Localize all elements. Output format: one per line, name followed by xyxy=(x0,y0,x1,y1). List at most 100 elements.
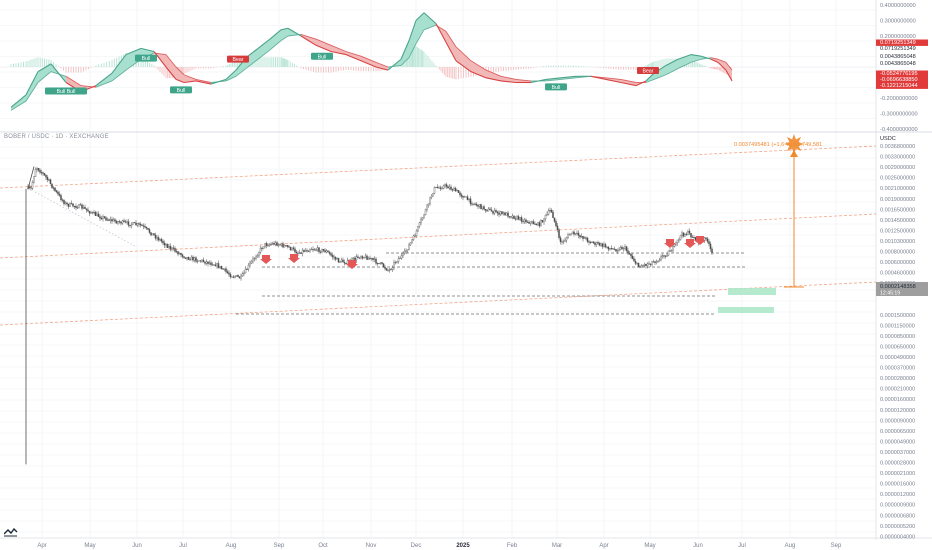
candle-body xyxy=(382,263,385,268)
candle-body xyxy=(457,190,460,193)
candle-body xyxy=(193,257,196,261)
candle-body xyxy=(427,203,430,206)
candle-body xyxy=(340,259,343,262)
candle-body xyxy=(511,215,514,218)
price-axis-tick: 0.0000049000 xyxy=(880,439,915,445)
candle-body xyxy=(586,237,589,242)
candle-body xyxy=(675,242,677,245)
price-pane: 0.0037495481 (+1,6 %) 61,749,581 xyxy=(0,134,877,465)
candle-body xyxy=(264,243,266,247)
candle-body xyxy=(270,243,272,245)
candle-body xyxy=(465,196,467,198)
price-axis-tick: 0.0000850000 xyxy=(880,334,915,340)
osc-fast-line xyxy=(37,63,52,73)
osc-fast-line xyxy=(665,58,679,66)
candle-body xyxy=(130,224,133,226)
candle-wick xyxy=(27,166,35,189)
osc-value-tag: 0.0719251349 xyxy=(876,39,928,46)
candle-body xyxy=(459,192,461,196)
candle-body xyxy=(121,220,124,224)
bar-countdown: 12:45:19 xyxy=(880,291,900,297)
candle-body xyxy=(189,259,191,261)
candle-body xyxy=(118,221,121,223)
osc-signal-badge xyxy=(135,54,157,62)
osc-fast-line xyxy=(408,20,417,41)
candle-body xyxy=(679,235,682,240)
candle-body xyxy=(489,208,491,210)
candle-body xyxy=(279,244,281,246)
candle-body xyxy=(210,262,212,265)
down-arrow-icon xyxy=(664,239,676,248)
time-axis-tick: Jul xyxy=(179,543,187,549)
osc-fast-line xyxy=(140,47,155,53)
candle-body xyxy=(541,220,544,223)
candle-body xyxy=(598,243,601,246)
candle-body xyxy=(343,261,346,264)
candle-body xyxy=(298,252,301,254)
time-axis-tick: Dec xyxy=(411,543,422,549)
candle-body xyxy=(379,262,382,264)
candle-body xyxy=(525,219,527,223)
candle-body xyxy=(304,250,307,252)
osc-value-tag-bg xyxy=(876,82,928,89)
candle-body xyxy=(460,194,463,197)
candle-body xyxy=(97,213,100,217)
osc-signal-badge xyxy=(637,67,659,75)
osc-slow-line xyxy=(345,51,362,57)
candle-body xyxy=(484,208,487,211)
candle-body xyxy=(706,238,709,242)
osc-axis-tick: -0.4000000000 xyxy=(880,127,918,133)
candle-body xyxy=(123,220,125,222)
candle-body xyxy=(184,257,187,259)
price-axis-tick: 0.0001500000 xyxy=(880,313,915,319)
candle-body xyxy=(682,232,685,237)
time-axis: Apr May Jun Jul Aug Sep Oct Nov Dec 2025 Feb Mar Apr… xyxy=(37,543,842,549)
osc-fast-line xyxy=(387,58,402,71)
osc-fast-line xyxy=(485,77,502,82)
candle-body xyxy=(162,240,164,244)
down-arrow-icon xyxy=(346,260,358,269)
candle-body xyxy=(75,206,77,208)
candle-body xyxy=(523,219,526,222)
osc-value-tag-bg xyxy=(876,39,928,46)
osc-slow-line xyxy=(80,85,97,88)
candle-body xyxy=(630,254,632,257)
candle-body xyxy=(648,263,650,265)
candle-body xyxy=(165,244,167,246)
candle-body xyxy=(372,257,374,260)
candle-body xyxy=(108,219,110,221)
osc-fast-line xyxy=(725,69,733,82)
candle-body xyxy=(78,204,80,209)
candle-body xyxy=(255,256,257,259)
osc-slow-line xyxy=(25,82,39,102)
price-axis-tick: 0.0000021000 xyxy=(880,471,915,477)
osc-slow-line xyxy=(645,78,655,83)
price-axis-tick: 0.0000370000 xyxy=(880,366,915,372)
candle-body xyxy=(58,193,61,196)
candle-body xyxy=(409,242,412,246)
candle-body xyxy=(609,248,611,250)
candle-body xyxy=(514,218,517,220)
candle-body xyxy=(76,207,79,209)
candle-body xyxy=(268,244,271,246)
candle-body xyxy=(166,244,169,248)
candle-body xyxy=(616,250,619,252)
price-axis-tick: 0.0000650000 xyxy=(880,344,915,350)
candle-body xyxy=(93,211,95,213)
time-axis-tick: Mar xyxy=(552,543,562,549)
candle-body xyxy=(114,219,116,222)
candle-body xyxy=(556,225,559,230)
time-axis-tick: Feb xyxy=(507,543,518,549)
candle-body xyxy=(373,258,376,260)
osc-value-tag-text: 0.0043865048 xyxy=(880,61,916,67)
candle-body xyxy=(633,258,635,262)
candle-body xyxy=(579,235,581,238)
candle-body xyxy=(708,241,710,245)
osc-slow-line xyxy=(235,68,247,77)
osc-fast-line xyxy=(545,77,562,80)
candle-body xyxy=(273,243,275,245)
candle-body xyxy=(669,250,671,252)
candle-body xyxy=(310,249,313,251)
candle-body xyxy=(286,245,289,247)
